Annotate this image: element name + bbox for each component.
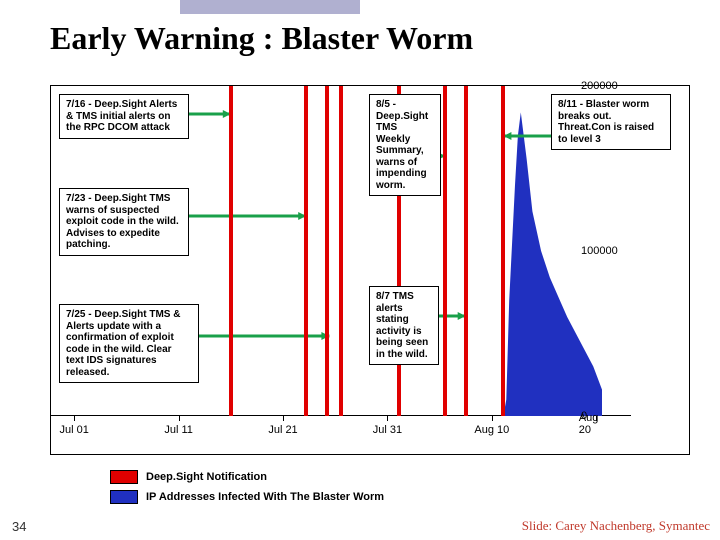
x-tick-mark <box>179 416 180 421</box>
event-bar <box>464 86 468 416</box>
slide-credit: Slide: Carey Nachenberg, Symantec <box>522 518 710 534</box>
x-tick-label: Jul 11 <box>164 424 193 436</box>
y-tick-label: 200000 <box>581 80 618 92</box>
annotation-box: 7/16 - Deep.Sight Alerts & TMS initial a… <box>59 94 189 139</box>
chart-container: Jul 01Jul 11Jul 21Jul 31Aug 10Aug 20 010… <box>50 85 690 455</box>
event-bar <box>501 86 505 416</box>
x-tick-label: Jul 31 <box>373 424 402 436</box>
event-bar <box>339 86 343 416</box>
x-tick-mark <box>74 416 75 421</box>
annotation-box: 8/7 TMS alerts stating activity is being… <box>369 286 439 365</box>
x-tick-mark <box>283 416 284 421</box>
page-number: 34 <box>12 519 26 534</box>
accent-bar <box>180 0 360 14</box>
slide-root: Early Warning : Blaster Worm Jul 01 Jul 1… <box>0 0 720 540</box>
annotation-box: 8/5 - Deep.Sight TMS Weekly Summary, war… <box>369 94 441 196</box>
annotation-box: 8/11 - Blaster worm breaks out. Threat.C… <box>551 94 671 150</box>
legend-item: Deep.Sight Notification <box>110 470 267 484</box>
event-bar <box>304 86 308 416</box>
annotation-box: 7/25 - Deep.Sight TMS & Alerts update wi… <box>59 304 199 383</box>
x-tick-label: Jul 01 <box>60 424 89 436</box>
x-tick-label: Aug 10 <box>474 424 509 436</box>
x-tick-label: Jul 21 <box>268 424 297 436</box>
annotation-box: 7/23 - Deep.Sight TMS warns of suspected… <box>59 188 189 256</box>
legend-swatch <box>110 470 138 484</box>
y-tick-label: 100000 <box>581 245 618 257</box>
x-tick-mark <box>596 416 597 421</box>
infected-area <box>503 112 602 416</box>
legend-label: IP Addresses Infected With The Blaster W… <box>146 491 384 503</box>
y-tick-label: 0 <box>581 410 587 422</box>
legend-item: IP Addresses Infected With The Blaster W… <box>110 490 384 504</box>
slide-title: Early Warning : Blaster Worm <box>50 20 473 57</box>
legend-label: Deep.Sight Notification <box>146 471 267 483</box>
plot-area: Jul 01Jul 11Jul 21Jul 31Aug 10Aug 20 010… <box>51 86 631 436</box>
x-tick-mark <box>387 416 388 421</box>
event-bar <box>325 86 329 416</box>
event-bar <box>229 86 233 416</box>
legend-swatch <box>110 490 138 504</box>
x-tick-mark <box>492 416 493 421</box>
event-bar <box>443 86 447 416</box>
